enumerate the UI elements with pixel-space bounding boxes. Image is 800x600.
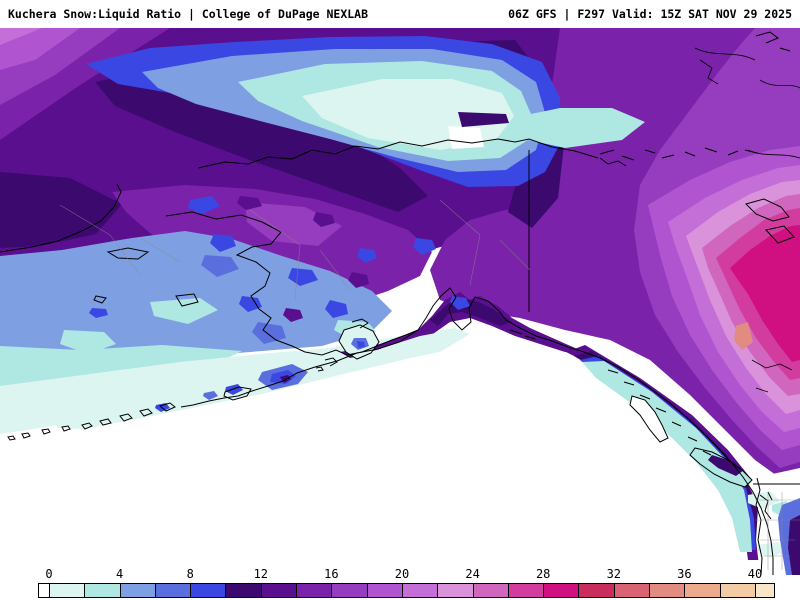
model-valid-time: 06Z GFS | F297 Valid: 15Z SAT NOV 29 202… — [508, 7, 792, 21]
colorbar-segment — [402, 584, 439, 597]
colorbar-tick-label: 32 — [606, 567, 622, 581]
admin-lines — [59, 199, 800, 570]
colorbar-segment — [39, 584, 50, 597]
colorbar-segment — [650, 584, 686, 597]
colorbar-tick-label: 8 — [186, 567, 194, 581]
colorbar-segment — [614, 584, 651, 597]
map-canvas — [0, 28, 800, 575]
colorbar-segment — [685, 584, 721, 597]
river-lines — [694, 47, 800, 393]
colorbar-segment — [755, 584, 774, 597]
colorbar-tick-label: 28 — [535, 567, 551, 581]
colorbar-segment — [155, 584, 192, 597]
colorbar-segment — [191, 584, 227, 597]
colorbar-segment — [226, 584, 262, 597]
colorbar-segment — [544, 584, 580, 597]
colorbar-segment — [438, 584, 474, 597]
colorbar-segment — [579, 584, 615, 597]
product-title: Kuchera Snow:Liquid Ratio | College of D… — [8, 7, 369, 21]
colorbar-tick-label: 24 — [465, 567, 480, 581]
colorbar — [38, 583, 775, 598]
colorbar-segment — [261, 584, 298, 597]
colorbar-segment — [50, 584, 86, 597]
header-bar: Kuchera Snow:Liquid Ratio | College of D… — [0, 0, 800, 28]
colorbar-tick-row: 0 4 8 12 16 20 24 28 32 36 40 — [0, 567, 800, 581]
colorbar-tick-label: 12 — [253, 567, 269, 581]
coastlines — [0, 31, 795, 575]
colorbar-tick-label: 40 — [747, 567, 763, 581]
weather-map — [0, 28, 800, 575]
colorbar-segment — [473, 584, 509, 597]
colorbar-tick-label: 4 — [115, 567, 124, 581]
colorbar-segment — [120, 584, 156, 597]
border-lines — [528, 150, 800, 485]
colorbar-segment — [508, 584, 545, 597]
colorbar-segment — [332, 584, 368, 597]
colorbar-segment — [297, 584, 333, 597]
colorbar-tick-label: 0 — [45, 567, 53, 581]
colorbar-tick-label: 16 — [324, 567, 339, 581]
colorbar-segment — [367, 584, 403, 597]
colorbar-segment — [720, 584, 756, 597]
colorbar-segment — [85, 584, 121, 597]
colorbar-tick-label: 36 — [677, 567, 692, 581]
arctic-bands — [0, 36, 645, 248]
colorbar-tick-label: 20 — [394, 567, 410, 581]
